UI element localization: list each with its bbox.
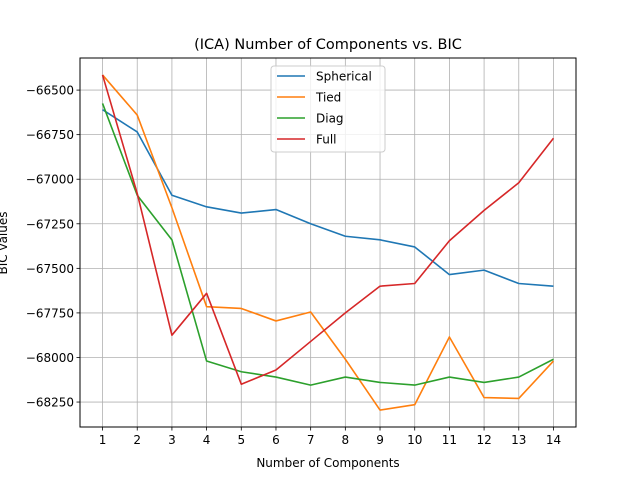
y-tick-label: −66750 <box>26 128 74 142</box>
series-line-spherical <box>102 109 554 287</box>
x-tick-label: 12 <box>476 433 491 447</box>
x-tick-label: 1 <box>99 433 107 447</box>
x-tick-label: 3 <box>168 433 176 447</box>
x-tick-label: 7 <box>307 433 315 447</box>
y-axis-label: BIC values <box>0 212 10 275</box>
x-tick-label: 14 <box>546 433 561 447</box>
legend-label-spherical: Spherical <box>316 70 372 84</box>
x-tick-label: 2 <box>133 433 141 447</box>
x-axis-label: Number of Components <box>256 456 399 470</box>
axis-ticks: 1 2 3 4 5 6 7 8 9 10 11 12 13 14−66500−66750−67000−67… <box>26 84 561 447</box>
x-tick-label: 6 <box>272 433 280 447</box>
chart-title: (ICA) Number of Components vs. BIC <box>194 37 462 53</box>
y-tick-label: −67750 <box>26 306 74 320</box>
legend: Spherical Tied Diag Full <box>270 65 386 153</box>
x-tick-label: 11 <box>442 433 457 447</box>
x-tick-label: 10 <box>407 433 422 447</box>
series-lines <box>101 74 555 411</box>
plot-frame <box>79 57 577 428</box>
legend-label-full: Full <box>316 133 337 147</box>
x-tick-label: 5 <box>237 433 245 447</box>
legend-label-tied: Tied <box>315 91 341 105</box>
y-tick-label: −68250 <box>26 396 74 410</box>
series-line-diag <box>101 103 554 386</box>
y-tick-label: −67500 <box>26 262 74 276</box>
legend-label-diag: Diag <box>316 112 344 126</box>
series-line-tied <box>101 74 555 411</box>
x-tick-label: 13 <box>511 433 526 447</box>
x-tick-label: 8 <box>342 433 350 447</box>
legend-box <box>270 65 386 153</box>
y-tick-label: −66500 <box>26 84 74 98</box>
y-tick-label: −68000 <box>26 351 74 365</box>
y-tick-label: −67250 <box>26 217 74 231</box>
series-line-full <box>101 74 555 386</box>
y-tick-label: −67000 <box>26 173 74 187</box>
x-tick-label: 4 <box>203 433 211 447</box>
x-tick-label: 9 <box>376 433 384 447</box>
